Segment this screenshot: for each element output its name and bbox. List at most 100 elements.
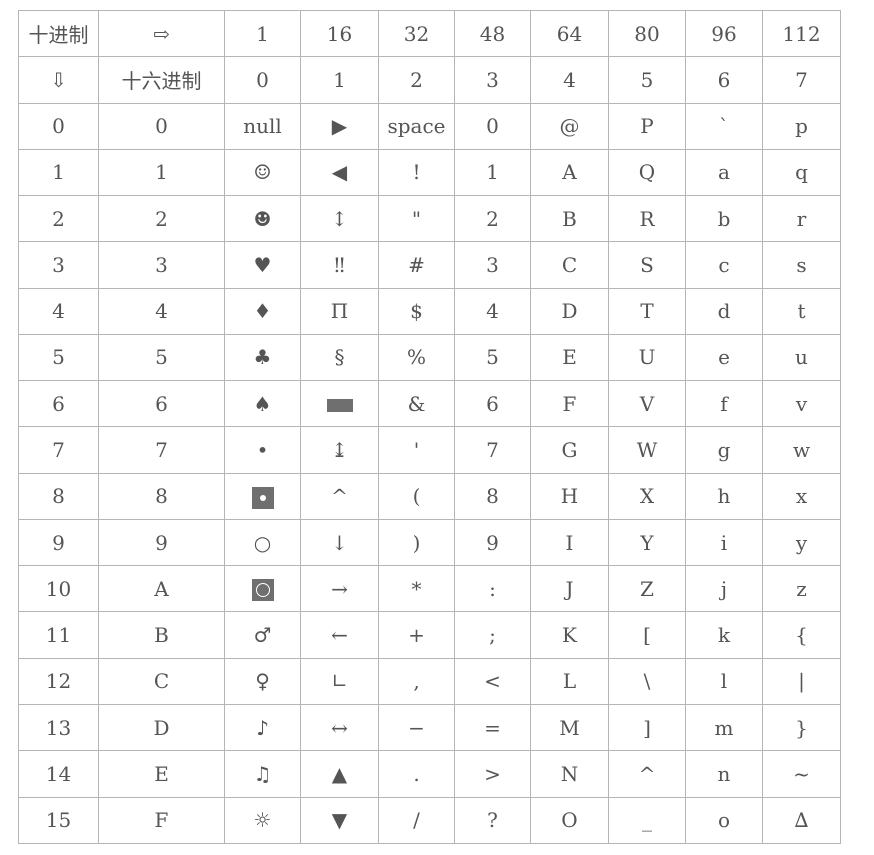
- column-decimal-value: 112: [762, 9, 841, 58]
- column-decimal-value: 80: [608, 9, 686, 58]
- row-decimal-value: 10: [18, 565, 99, 613]
- character-cell: t: [762, 287, 841, 335]
- character-cell: ]: [608, 703, 686, 752]
- column-decimal-value: 1: [224, 9, 301, 58]
- character-cell: ‼: [300, 241, 379, 289]
- column-decimal-value: 32: [378, 9, 455, 58]
- character-cell: ↔: [300, 703, 379, 752]
- character-cell: ☻: [224, 195, 301, 243]
- character-cell: k: [685, 611, 763, 659]
- row-decimal-value: 15: [18, 796, 99, 845]
- column-hex-value: 1: [300, 56, 379, 104]
- character-cell: P: [608, 102, 686, 150]
- row-decimal-value: 3: [18, 241, 99, 289]
- character-cell: =: [454, 703, 531, 752]
- character-cell: ♦: [224, 287, 301, 335]
- hex-label: 十六进制: [98, 56, 225, 104]
- character-cell: G: [530, 426, 609, 474]
- row-hex-value: 6: [98, 380, 225, 428]
- character-cell: O: [530, 796, 609, 845]
- character-cell: 1: [454, 148, 531, 197]
- character-cell: ∟: [300, 657, 379, 705]
- character-cell: b: [685, 195, 763, 243]
- table-row: 14 E ♫ ▲. > N ^ n ~: [18, 750, 841, 798]
- character-cell: <: [454, 657, 531, 705]
- character-cell: ☺: [224, 148, 301, 197]
- row-hex-value: D: [98, 703, 225, 752]
- row-hex-value: 8: [98, 472, 225, 520]
- character-cell: I: [530, 518, 609, 567]
- character-cell: {: [762, 611, 841, 659]
- character-cell: [224, 565, 301, 613]
- character-cell: ♫: [224, 750, 301, 798]
- character-cell: d: [685, 287, 763, 335]
- character-cell: ↕: [300, 195, 379, 243]
- header-row-hex: ⇩ 十六进制 0 1 2 3 4 5 6 7: [18, 56, 841, 104]
- character-cell: J: [530, 565, 609, 613]
- character-cell: v: [762, 380, 841, 428]
- character-cell: T: [608, 287, 686, 335]
- character-cell: a: [685, 148, 763, 197]
- character-cell: U: [608, 333, 686, 382]
- character-cell: Q: [608, 148, 686, 197]
- character-cell: q: [762, 148, 841, 197]
- character-cell: S: [608, 241, 686, 289]
- character-cell: %: [378, 333, 455, 382]
- character-cell: 8: [454, 472, 531, 520]
- character-cell: C: [530, 241, 609, 289]
- character-cell: i: [685, 518, 763, 567]
- character-cell: c: [685, 241, 763, 289]
- character-cell: Π: [300, 287, 379, 335]
- character-cell: l: [685, 657, 763, 705]
- character-cell: /: [378, 796, 455, 845]
- column-decimal-value: 64: [530, 9, 609, 58]
- character-cell: ▲: [300, 750, 379, 798]
- character-cell: u: [762, 333, 841, 382]
- character-cell: ◀: [300, 148, 379, 197]
- arrow-down-icon: ⇩: [18, 56, 99, 104]
- character-cell: ^: [300, 472, 379, 520]
- character-cell: 9: [454, 518, 531, 567]
- character-cell: |: [762, 657, 841, 705]
- character-cell: ;: [454, 611, 531, 659]
- row-decimal-value: 1: [18, 148, 99, 197]
- character-cell: e: [685, 333, 763, 382]
- row-hex-value: F: [98, 796, 225, 845]
- column-hex-value: 4: [530, 56, 609, 104]
- character-cell: ": [378, 195, 455, 243]
- character-cell: s: [762, 241, 841, 289]
- character-cell: h: [685, 472, 763, 520]
- character-cell: (: [378, 472, 455, 520]
- character-cell: $: [378, 287, 455, 335]
- inverse-circle-icon: [251, 579, 274, 602]
- column-hex-value: 6: [685, 56, 763, 104]
- character-cell: B: [530, 195, 609, 243]
- character-cell: [224, 472, 301, 520]
- character-cell: 2: [454, 195, 531, 243]
- character-cell: ♀: [224, 657, 301, 705]
- column-decimal-value: 48: [454, 9, 531, 58]
- character-cell: A: [530, 148, 609, 197]
- header-row-decimal: 十进制 ⇨ 1 16 32 48 64 80 96 112: [18, 9, 841, 58]
- character-cell: :: [454, 565, 531, 613]
- row-decimal-value: 11: [18, 611, 99, 659]
- character-cell: 7: [454, 426, 531, 474]
- character-cell: m: [685, 703, 763, 752]
- character-cell: \: [608, 657, 686, 705]
- character-cell: z: [762, 565, 841, 613]
- block-icon: [326, 398, 353, 412]
- character-cell: W: [608, 426, 686, 474]
- table-row: 11 B ♂ ← +; K[k{: [18, 611, 841, 659]
- column-decimal-value: 96: [685, 9, 763, 58]
- table-row: 0 0 null ▶ space 0 @ P ` p: [18, 102, 841, 150]
- character-cell: space: [378, 102, 455, 150]
- row-hex-value: 4: [98, 287, 225, 335]
- character-cell: ↨: [300, 426, 379, 474]
- column-decimal-value: 16: [300, 9, 379, 58]
- character-cell: ←: [300, 611, 379, 659]
- character-cell: _: [608, 796, 686, 845]
- character-cell: X: [608, 472, 686, 520]
- row-hex-value: 7: [98, 426, 225, 474]
- character-cell: →: [300, 565, 379, 613]
